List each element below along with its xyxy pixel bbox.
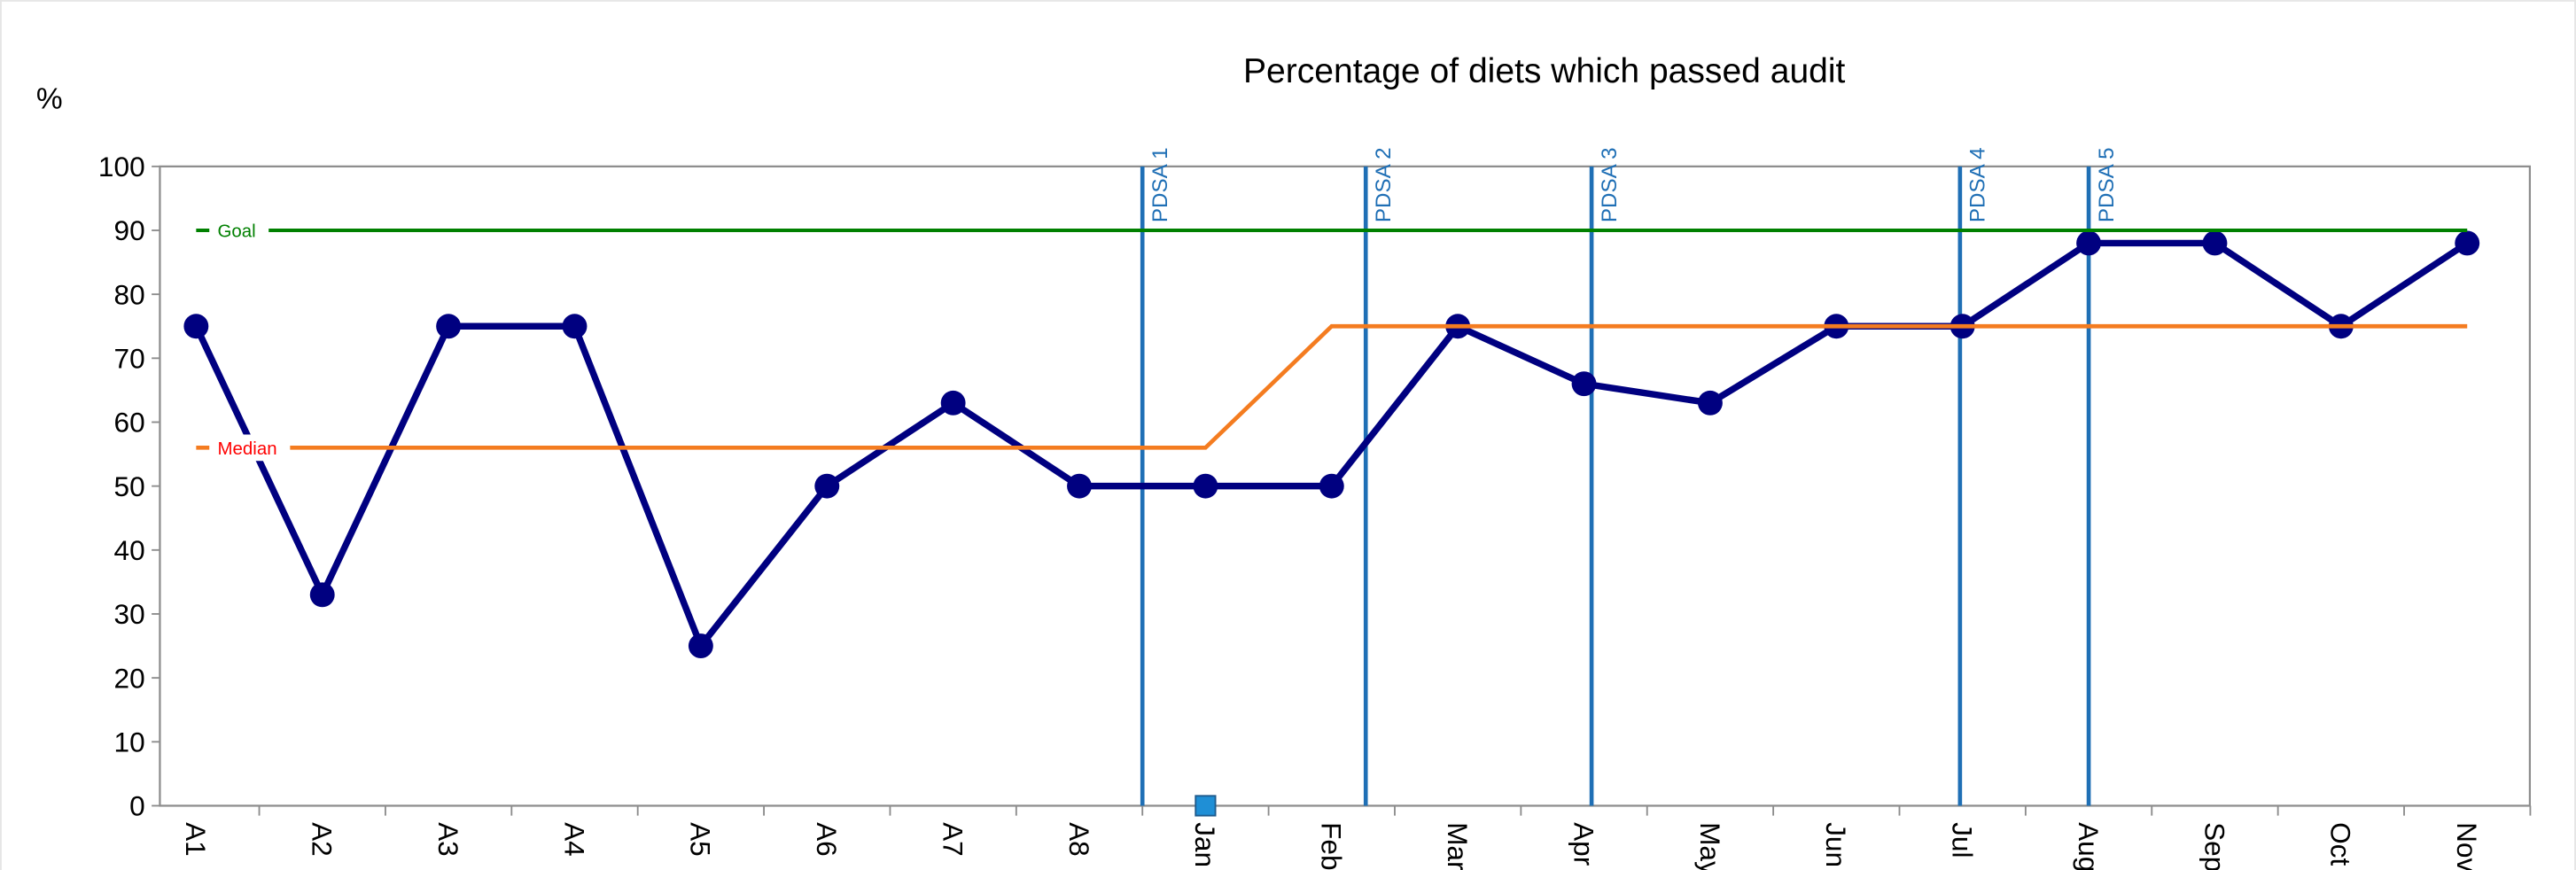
data-point	[814, 473, 840, 499]
y-tick-label: 100	[98, 151, 145, 183]
data-point	[1571, 371, 1597, 397]
x-tick-label: A8	[1063, 822, 1095, 857]
x-tick-label: A7	[937, 822, 969, 857]
data-point	[2076, 230, 2102, 256]
data-point	[688, 633, 713, 659]
series-label: Goal	[218, 221, 256, 241]
y-tick-label: 60	[114, 407, 145, 439]
data-point	[1067, 473, 1092, 499]
series-label: Median	[218, 439, 277, 459]
data-point	[2202, 230, 2228, 256]
pdsa-label: PDSA 3	[1598, 147, 1622, 222]
x-tick-label: Oct	[2325, 822, 2357, 866]
pdsa-label: PDSA 1	[1148, 147, 1172, 222]
x-tick-label: A3	[432, 822, 464, 857]
data-point	[562, 314, 588, 339]
label-bg	[209, 434, 291, 462]
data-point	[2455, 230, 2480, 256]
y-tick-label: 90	[114, 214, 145, 246]
y-axis-label: %	[36, 83, 63, 116]
x-tick-label: A4	[558, 822, 590, 857]
y-tick-label: 20	[114, 662, 145, 694]
data-point	[1195, 795, 1217, 817]
x-tick-label: Jun	[1820, 822, 1852, 867]
reference-line	[196, 323, 2468, 450]
data-point	[1193, 473, 1218, 499]
data-point	[1319, 473, 1344, 499]
y-tick-label: 70	[114, 342, 145, 374]
pdsa-label: PDSA 2	[1372, 147, 1396, 222]
y-tick-label: 10	[114, 726, 145, 757]
x-tick-label: Jan	[1189, 822, 1221, 867]
y-tick-label: 0	[129, 790, 145, 822]
pdsa-label: PDSA 5	[2095, 147, 2119, 222]
x-tick-label: Nov	[2451, 822, 2483, 870]
data-point	[183, 314, 209, 339]
chart-title: Percentage of diets which passed audit	[1243, 52, 1846, 90]
pdsa-label: PDSA 4	[1966, 147, 1990, 222]
y-tick-label: 40	[114, 534, 145, 566]
data-point	[309, 582, 335, 608]
x-tick-label: A2	[307, 822, 339, 857]
x-tick-label: A5	[685, 822, 717, 857]
y-tick-label: 30	[114, 598, 145, 630]
label-bg	[209, 217, 269, 244]
data-point	[1697, 390, 1723, 416]
data-point	[940, 390, 966, 416]
x-tick-label: Sep	[2199, 822, 2230, 870]
x-tick-label: Aug	[2073, 822, 2105, 870]
x-tick-label: Mar	[1442, 822, 1474, 870]
y-tick-label: 80	[114, 278, 145, 310]
y-tick-label: 50	[114, 470, 145, 502]
x-tick-label: Feb	[1316, 822, 1348, 870]
x-tick-label: Jul	[1947, 822, 1979, 858]
x-tick-label: May	[1694, 822, 1726, 870]
x-tick-label: A6	[811, 822, 843, 857]
x-tick-label: Apr	[1568, 822, 1599, 866]
x-tick-label: A1	[180, 822, 212, 857]
data-point	[436, 314, 462, 339]
